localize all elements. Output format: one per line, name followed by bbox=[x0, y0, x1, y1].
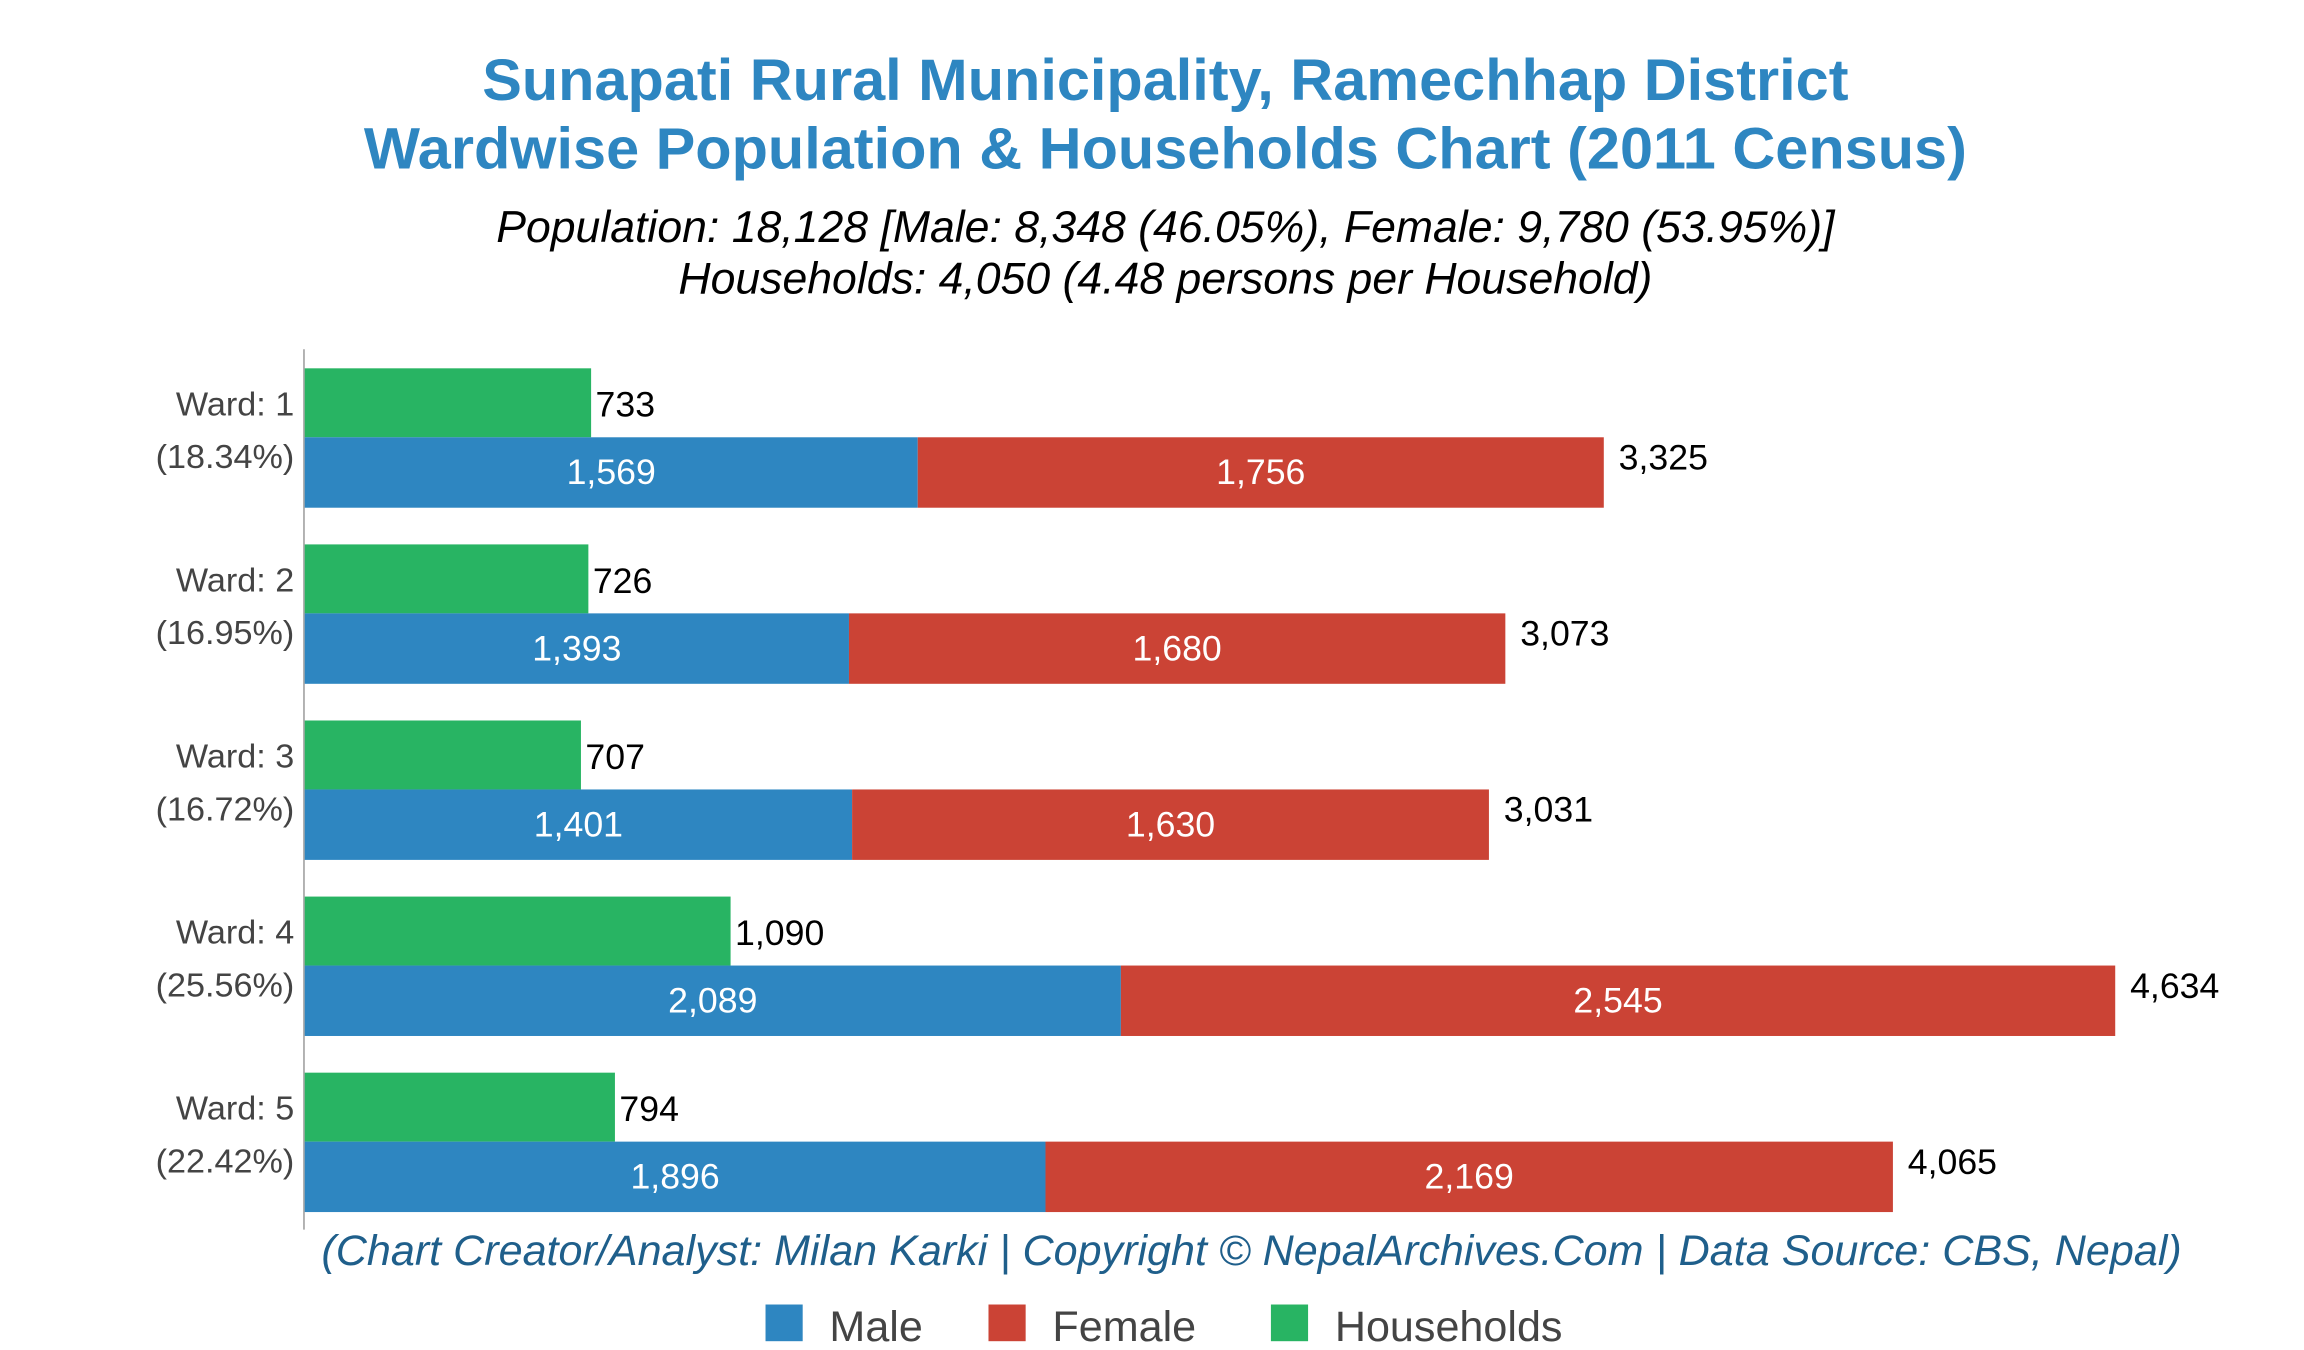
bars-group: Ward: 1 (18.34%) 733 1,569 1,756 3,325 Ward: 2… bbox=[156, 368, 2219, 1213]
male-value-label: 1,569 bbox=[567, 452, 656, 492]
category-share-label: (18.34%) bbox=[156, 438, 295, 476]
bar-households bbox=[304, 544, 589, 614]
legend-swatch-households bbox=[1270, 1304, 1309, 1342]
chart-subtitle-line-2: Households: 4,050 (4.48 persons per Hous… bbox=[678, 255, 1652, 304]
chart-footer-credit: (Chart Creator/Analyst: Milan Karki | Co… bbox=[321, 1227, 2181, 1275]
total-value-label: 3,031 bbox=[1504, 790, 1593, 830]
category-share-label: (16.72%) bbox=[156, 790, 295, 828]
female-value-label: 1,680 bbox=[1133, 629, 1222, 669]
chart-subtitle-line-1: Population: 18,128 [Male: 8,348 (46.05%)… bbox=[496, 203, 1836, 252]
bar-households bbox=[304, 368, 592, 438]
category-share-label: (25.56%) bbox=[156, 967, 295, 1005]
category-label: Ward: 3 bbox=[176, 738, 294, 776]
bar-female bbox=[1120, 965, 2116, 1036]
bar-female bbox=[1045, 1141, 1893, 1213]
bar-female bbox=[917, 437, 1604, 508]
female-value-label: 2,169 bbox=[1425, 1157, 1514, 1197]
category-label: Ward: 5 bbox=[176, 1090, 294, 1128]
female-value-label: 1,756 bbox=[1216, 452, 1305, 492]
bar-female bbox=[852, 789, 1489, 860]
category-share-label: (22.42%) bbox=[156, 1143, 295, 1181]
category-label: Ward: 2 bbox=[176, 562, 294, 600]
bar-households bbox=[304, 896, 731, 966]
chart-title-line-2: Wardwise Population & Households Chart (… bbox=[364, 116, 1967, 182]
male-value-label: 2,089 bbox=[668, 981, 757, 1021]
bar-male bbox=[304, 965, 1121, 1036]
bar-households bbox=[304, 1072, 615, 1142]
total-value-label: 3,073 bbox=[1520, 614, 1609, 654]
bar-male bbox=[304, 613, 849, 684]
legend-label-female: Female bbox=[1052, 1303, 1196, 1350]
bar-female bbox=[848, 613, 1506, 684]
legend-label-households: Households bbox=[1335, 1303, 1563, 1350]
legend: Male Female Households bbox=[765, 1303, 1563, 1350]
category-label: Ward: 1 bbox=[176, 385, 294, 423]
female-value-label: 1,630 bbox=[1126, 805, 1215, 845]
legend-swatch-female bbox=[988, 1304, 1026, 1342]
households-value-label: 733 bbox=[596, 385, 656, 425]
bar-male bbox=[304, 437, 918, 508]
bar-households bbox=[304, 720, 581, 790]
bar-male bbox=[304, 789, 853, 860]
total-value-label: 4,065 bbox=[1908, 1142, 1997, 1182]
legend-swatch-male bbox=[765, 1304, 803, 1342]
bar-male bbox=[304, 1141, 1046, 1213]
households-value-label: 794 bbox=[619, 1089, 679, 1129]
male-value-label: 1,393 bbox=[532, 629, 621, 669]
category-share-label: (16.95%) bbox=[156, 614, 295, 652]
households-value-label: 1,090 bbox=[735, 913, 824, 953]
male-value-label: 1,896 bbox=[630, 1157, 719, 1197]
chart-title-line-1: Sunapati Rural Municipality, Ramechhap D… bbox=[482, 47, 1848, 113]
female-value-label: 2,545 bbox=[1573, 981, 1662, 1021]
households-value-label: 726 bbox=[593, 561, 653, 601]
male-value-label: 1,401 bbox=[534, 805, 623, 845]
total-value-label: 3,325 bbox=[1619, 438, 1708, 478]
households-value-label: 707 bbox=[585, 737, 645, 777]
legend-label-male: Male bbox=[829, 1303, 922, 1350]
category-label: Ward: 4 bbox=[176, 914, 294, 952]
total-value-label: 4,634 bbox=[2130, 966, 2219, 1006]
